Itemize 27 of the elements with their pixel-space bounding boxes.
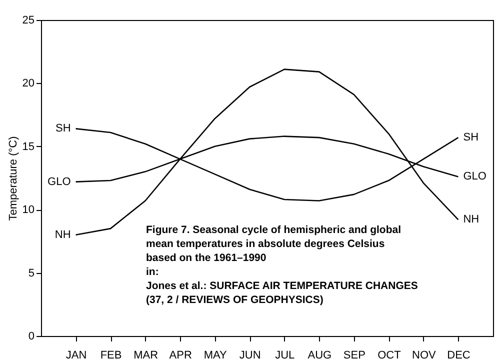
- y-tick-label: 5: [28, 267, 34, 280]
- x-tick-label: DEC: [447, 350, 470, 362]
- x-tick-label: FEB: [100, 350, 122, 362]
- x-tick-label: MAY: [204, 350, 228, 362]
- y-tick-label: 20: [22, 78, 34, 90]
- annotation: Figure 7. Seasonal cycle of hemispheric and global mean temperatures in absolute degrees Celsius based on the 1961–1990 in: Jones et al.: SURFACE AIR TEMPERATURE CHANGES (37, 2 / REVIEWS OF GEOPHYSICS): [146, 224, 418, 306]
- text: GLO: [463, 170, 486, 183]
- y-tick-label: 25: [22, 14, 34, 26]
- series-label: SH: [55, 122, 71, 135]
- y-tick-label: 15: [22, 140, 34, 153]
- y-axis-title: Temperature (°C): [7, 136, 20, 221]
- x-tick-label: JAN: [66, 350, 87, 362]
- x-tick-label: JUL: [275, 350, 295, 362]
- series-label: NH: [54, 228, 71, 241]
- series-label: GLO: [48, 176, 72, 188]
- x-tick-label: APR: [169, 350, 192, 362]
- x-tick-label: NOV: [412, 350, 437, 362]
- x-tick-label: AUG: [308, 350, 332, 362]
- text: SH: [463, 132, 479, 144]
- y-tick-label: 0: [28, 330, 34, 342]
- y-tick-label: 10: [22, 204, 34, 216]
- x-tick-label: MAR: [134, 350, 158, 362]
- x-tick-label: JUN: [239, 350, 261, 362]
- x-tick-label: OCT: [378, 350, 402, 362]
- text: NH: [463, 214, 480, 226]
- x-tick-label: SEP: [343, 350, 366, 362]
- line-series: [75, 68, 459, 236]
